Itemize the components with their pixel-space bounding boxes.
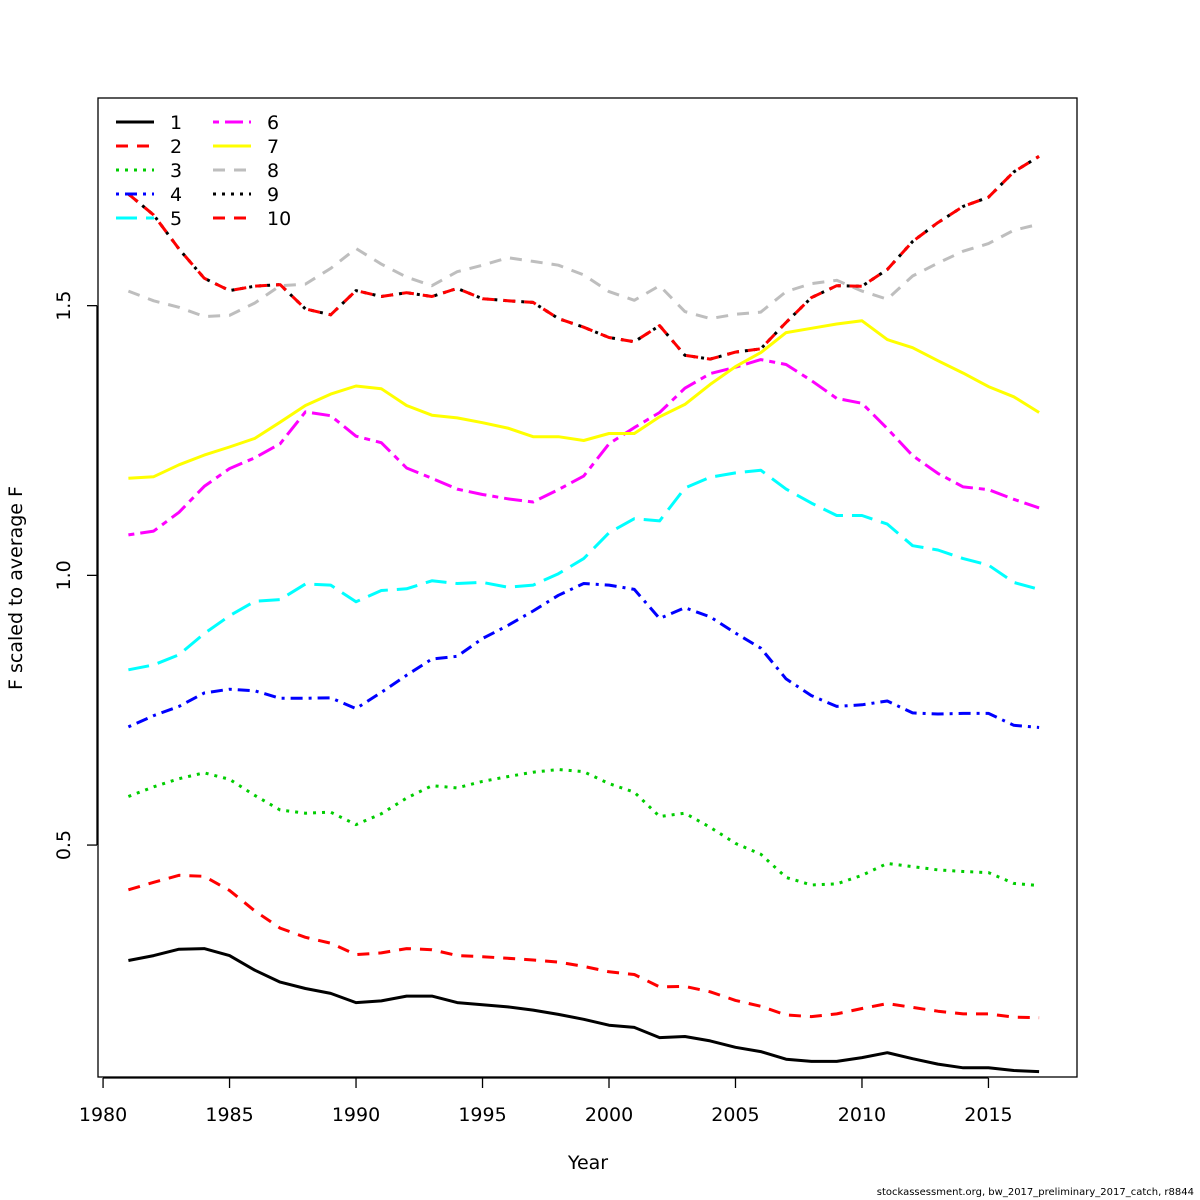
legend-label-9: 9 [267, 184, 279, 206]
legend-label-8: 8 [267, 160, 279, 182]
series-line-4 [127, 582, 1040, 729]
legend-label-2: 2 [170, 136, 182, 158]
x-tick-label: 2005 [711, 1104, 759, 1126]
series-line-8 [127, 222, 1040, 321]
legend-label-6: 6 [267, 112, 279, 134]
series-layer [127, 155, 1040, 1074]
x-tick-label: 2015 [964, 1104, 1012, 1126]
y-tick-label: 1.0 [53, 560, 75, 590]
legend-label-7: 7 [267, 136, 279, 158]
plot-frame [97, 97, 1078, 1078]
x-tick-label: 1980 [79, 1104, 127, 1126]
series-line-6 [128, 358, 1040, 537]
series-line-2 [127, 873, 1040, 1020]
series-line-1 [128, 947, 1040, 1074]
y-tick-label: 0.5 [53, 830, 75, 860]
series-line-7 [128, 319, 1040, 480]
y-axis-title: F scaled to average F [5, 486, 27, 690]
legend-label-1: 1 [170, 112, 182, 134]
x-tick-label: 1985 [205, 1104, 253, 1126]
x-tick-label: 2000 [585, 1104, 633, 1126]
y-axis: 0.5 1.0 1.5 [53, 291, 98, 860]
x-tick-label: 1990 [332, 1104, 380, 1126]
legend-label-3: 3 [170, 160, 182, 182]
x-tick-label: 1995 [458, 1104, 506, 1126]
series-line-3 [127, 768, 1040, 887]
series-line-5 [128, 468, 1040, 672]
x-axis: 1980 1985 1990 1995 2000 2005 2010 2015 [79, 1077, 1013, 1126]
x-axis-title: Year [567, 1152, 608, 1174]
series-line-10 [127, 155, 1040, 361]
legend-label-4: 4 [170, 184, 182, 206]
legend-label-10: 10 [267, 208, 291, 230]
y-tick-label: 1.5 [53, 291, 75, 321]
footnote: stockassessment.org, bw_2017_preliminary… [876, 1187, 1194, 1198]
x-tick-label: 2010 [838, 1104, 886, 1126]
legend-label-5: 5 [170, 208, 182, 230]
